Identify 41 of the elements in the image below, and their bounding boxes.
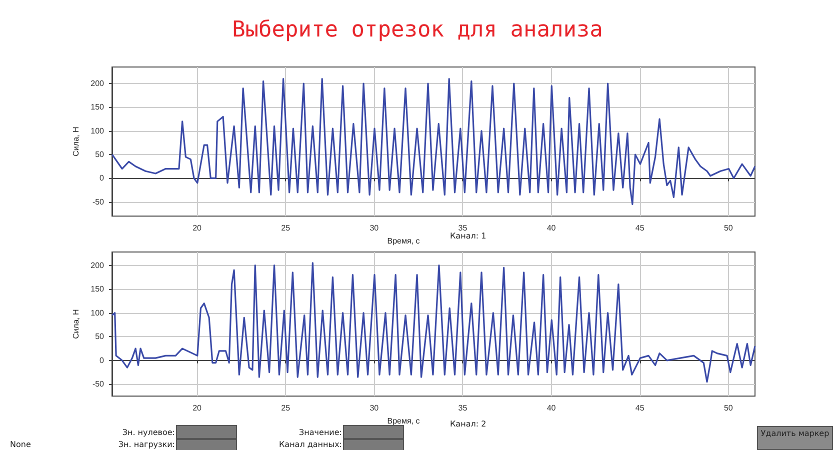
y-tick-label: -50 <box>92 197 105 206</box>
y-tick-label: 200 <box>90 79 105 88</box>
x-tick-label: 45 <box>635 224 645 233</box>
y-tick-label: 0 <box>100 174 105 183</box>
y-axis-title: Сила, Н <box>71 309 80 339</box>
x-tick-label: 50 <box>724 404 734 413</box>
text: Канал: 2 <box>450 420 486 428</box>
line-series <box>111 262 756 383</box>
y-tick-label: 50 <box>95 150 105 160</box>
y-tick-label: 100 <box>90 126 105 136</box>
x-tick-label: 25 <box>281 404 291 413</box>
text: Значение: <box>299 428 342 437</box>
text: Зн. нагрузки: <box>118 440 175 449</box>
chart-title: Выберите отрезок для анализа <box>232 18 603 42</box>
y-axis-title: Сила, Н <box>71 126 80 156</box>
x-tick-label: 45 <box>635 404 645 413</box>
y-tick-label: 150 <box>90 102 105 112</box>
y-tick-label: 150 <box>90 284 105 294</box>
button: Удалить маркер <box>757 426 833 450</box>
x-axis-title: Время, с <box>387 416 420 426</box>
x-tick-label: 20 <box>192 224 202 233</box>
y-tick-label: 200 <box>90 260 105 270</box>
text: Канал данных: <box>278 440 342 449</box>
text: None <box>10 440 31 449</box>
text: Зн. нулевое: <box>122 428 175 437</box>
x-tick-label: 40 <box>546 224 556 233</box>
y-tick-label: 100 <box>90 308 105 318</box>
y-tick-label: -50 <box>92 380 105 389</box>
x-tick-label: 20 <box>192 404 202 413</box>
x-tick-label: 25 <box>281 224 291 233</box>
text: Канал: 1 <box>450 232 486 240</box>
x-tick-label: 30 <box>370 404 380 413</box>
x-axis-title: Время, с <box>387 236 420 246</box>
x-tick-label: 30 <box>370 224 380 233</box>
x-tick-label: 35 <box>458 224 468 233</box>
line-series <box>111 78 756 206</box>
x-tick-label: 50 <box>724 224 734 233</box>
x-tick-label: 40 <box>546 404 556 413</box>
y-tick-label: 50 <box>95 332 105 342</box>
x-tick-label: 35 <box>458 404 468 413</box>
y-tick-label: 0 <box>100 356 105 365</box>
